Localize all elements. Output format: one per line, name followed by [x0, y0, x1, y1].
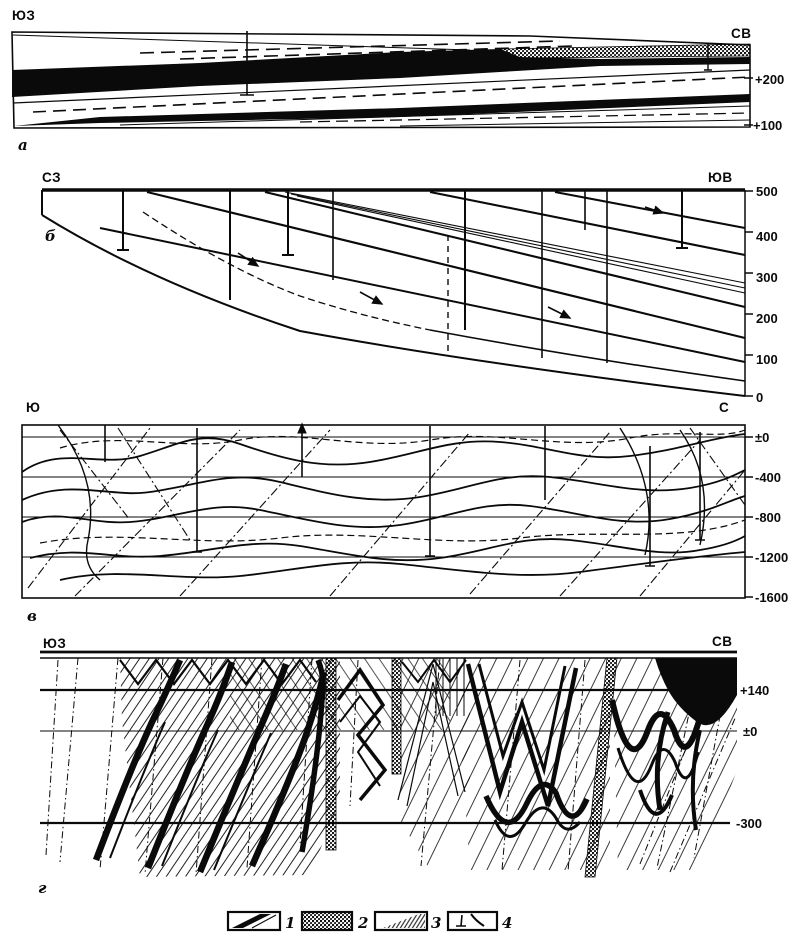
panel-g-drawing: [40, 650, 737, 878]
hatched-strata-symbol: [383, 914, 425, 928]
panel-b-section: СЗ ЮВ: [41, 170, 778, 405]
dike-stippled: [391, 657, 402, 775]
panel-g-section: ЮЗ СВ: [38, 634, 769, 897]
fault-symbol: [470, 913, 485, 927]
panel-b-scale-300: 300: [756, 270, 778, 285]
panel-a-letter: а: [18, 136, 28, 154]
legend-item-3: 3: [373, 910, 441, 932]
panel-g-dir-left-label: ЮЗ: [43, 636, 66, 651]
panel-a-elev-200: +200: [755, 72, 784, 87]
borehole: [645, 446, 655, 567]
panel-v-section: Ю С: [21, 400, 788, 625]
panel-b-dir-right-label: ЮВ: [708, 170, 733, 185]
panel-a-dir-left-label: ЮЗ: [12, 8, 35, 23]
legend-item-2-number: 2: [357, 914, 368, 932]
panel-v-scale-1200: -1200: [755, 550, 788, 565]
panel-v-scale-800: -800: [755, 510, 781, 525]
borehole: [117, 190, 129, 251]
borehole: [192, 428, 202, 553]
coal-mass: [655, 658, 737, 726]
panel-a-drawing: [11, 31, 753, 129]
panel-b-letter: б: [45, 227, 56, 245]
panel-b-scale-0: 0: [756, 390, 763, 405]
borehole: [676, 190, 688, 249]
dike-stippled: [325, 657, 337, 851]
borehole: [704, 44, 712, 71]
panel-v-dir-left-label: Ю: [26, 400, 40, 415]
legend-item-2: 2: [300, 910, 368, 932]
panel-v-drawing: [21, 422, 753, 599]
legend-item-4: 4: [446, 910, 512, 932]
fault-arrow: [547, 306, 572, 319]
sparse-strata-hatching: [400, 658, 470, 870]
fault-arrow: [644, 205, 665, 215]
legend: 1 2 3 4: [226, 910, 512, 932]
coal-seam-symbol: [232, 914, 271, 928]
conglomerate-band: [498, 43, 751, 59]
panel-a-section: ЮЗ СВ +200 +100 а: [11, 8, 784, 154]
panel-b-scale-400: 400: [756, 229, 778, 244]
fault-arrow: [237, 252, 260, 267]
borehole: [695, 432, 705, 541]
borehole: [425, 426, 435, 557]
panel-v-scale-0: ±0: [755, 430, 769, 445]
borehole-symbol: [456, 914, 466, 927]
borehole: [282, 190, 294, 256]
panel-g-elev-0: ±0: [743, 724, 757, 739]
panel-v-dir-right-label: С: [719, 400, 729, 415]
panel-a-elev-100: +100: [753, 118, 782, 133]
panel-v-scale-400: -400: [755, 470, 781, 485]
coal-seam-lower: [14, 94, 750, 126]
panel-b-drawing: [41, 188, 753, 397]
legend-item-1-number: 1: [285, 914, 295, 932]
legend-item-1: 1: [226, 910, 295, 932]
panel-g-elev-300: -300: [736, 816, 762, 831]
panel-b-scale-100: 100: [756, 352, 778, 367]
legend-item-3-number: 3: [431, 914, 441, 932]
coal-seam-upper: [12, 49, 750, 97]
panel-v-letter: в: [27, 607, 37, 625]
panel-g-dir-right-label: СВ: [712, 634, 733, 649]
legend-swatch-conglomerate: [300, 910, 354, 932]
panel-b-scale-200: 200: [756, 311, 778, 326]
legend-item-4-number: 4: [502, 914, 512, 932]
panel-a-dir-right-label: СВ: [731, 26, 752, 41]
borehole: [240, 31, 254, 96]
panel-g-elev-140: +140: [740, 683, 769, 698]
fault-arrow: [359, 291, 384, 305]
panel-g-letter: г: [38, 879, 47, 897]
panel-b-scale-500: 500: [756, 184, 778, 199]
panel-b-dir-left-label: СЗ: [42, 170, 61, 185]
panel-v-scale-1600: -1600: [755, 590, 788, 605]
